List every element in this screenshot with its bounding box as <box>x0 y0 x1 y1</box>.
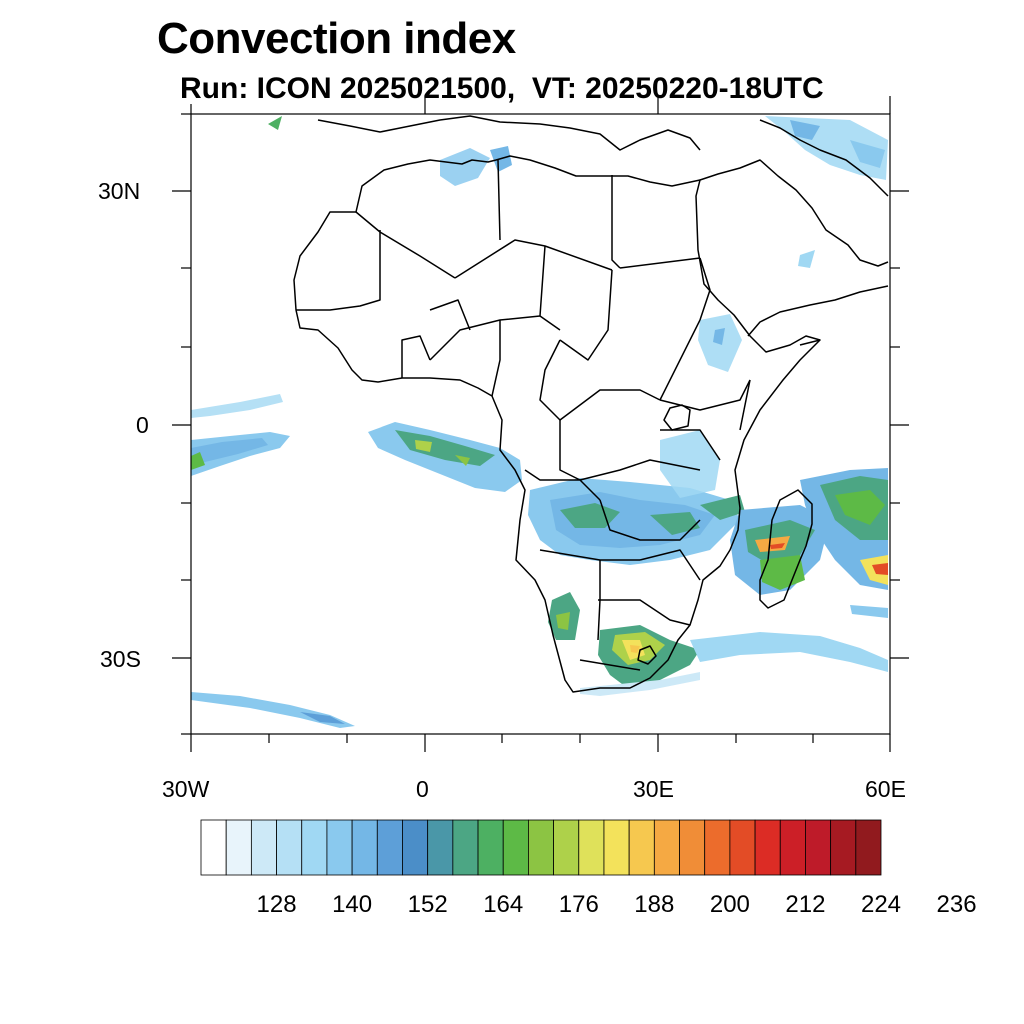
colorbar-swatch <box>477 819 504 876</box>
colorbar-swatch <box>250 819 277 876</box>
colorbar-tick-label: 200 <box>710 891 750 918</box>
colorbar-tick-label: 152 <box>408 891 448 918</box>
colorbar-swatch <box>200 819 227 876</box>
colorbar-swatch <box>628 819 655 876</box>
colorbar-swatch <box>528 819 554 876</box>
colorbar-swatch <box>729 819 756 876</box>
colorbar-swatch <box>704 819 731 876</box>
convection-field <box>191 116 888 728</box>
colorbar-swatch <box>679 819 706 876</box>
colorbar-swatch <box>779 819 806 876</box>
colorbar-swatch <box>301 819 328 876</box>
colorbar-swatch <box>376 819 403 876</box>
coastlines-and-borders <box>293 115 889 693</box>
colorbar-swatch <box>452 819 479 876</box>
map-subtitle: Run: ICON 2025021500, VT: 20250220-18UTC <box>180 72 824 105</box>
colorbar-tick-label: 188 <box>634 891 674 918</box>
colorbar-swatch <box>225 819 252 876</box>
colorbar-swatch <box>653 819 680 876</box>
colorbar-swatch <box>276 819 303 876</box>
colorbar: 128 140 152 164 176 188 200 212 224 236 <box>200 819 977 918</box>
lon-label-30w: 30W <box>162 776 210 802</box>
colorbar-swatch <box>855 819 882 876</box>
colorbar-swatch <box>830 819 857 876</box>
colorbar-tick-label: 236 <box>937 891 977 918</box>
colorbar-tick-label: 176 <box>559 891 599 918</box>
lon-label-60e: 60E <box>865 776 906 802</box>
colorbar-swatch <box>502 819 529 876</box>
colorbar-swatch <box>402 819 429 876</box>
colorbar-swatch <box>351 819 378 876</box>
colorbar-swatch <box>553 819 580 876</box>
lon-label-0: 0 <box>416 776 429 802</box>
map-title: Convection index <box>157 14 516 63</box>
colorbar-swatch <box>603 819 630 876</box>
colorbar-tick-label: 224 <box>861 891 901 918</box>
lat-label-30n: 30N <box>98 178 141 204</box>
colorbar-tick-label: 140 <box>332 891 372 918</box>
colorbar-tick-label: 212 <box>785 891 825 918</box>
lon-label-30e: 30E <box>633 776 674 802</box>
colorbar-swatch <box>326 819 353 876</box>
colorbar-tick-label: 128 <box>257 891 297 918</box>
map-frame <box>190 113 891 735</box>
colorbar-swatch <box>805 819 832 876</box>
colorbar-tick-label: 164 <box>483 891 523 918</box>
colorbar-swatch <box>427 819 454 876</box>
colorbar-swatch <box>754 819 781 876</box>
axis-ticks <box>172 96 909 752</box>
colorbar-swatch <box>578 819 605 876</box>
lat-label-30s: 30S <box>100 646 141 672</box>
lat-label-0: 0 <box>136 412 149 438</box>
